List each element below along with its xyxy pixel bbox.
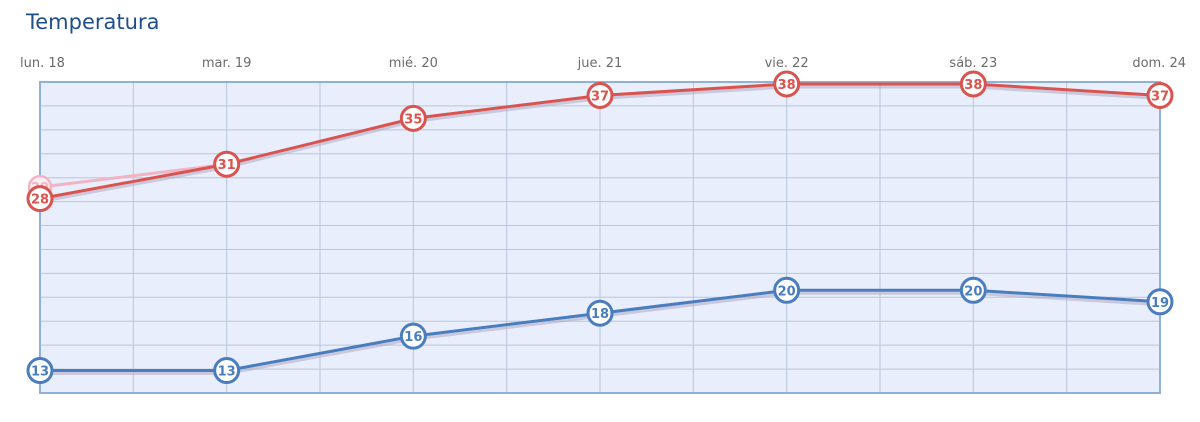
- data-label-min: 16: [404, 330, 422, 345]
- x-tick-label: dom. 24: [1132, 56, 1186, 71]
- data-label-max: 31: [218, 158, 236, 173]
- series-group: 292831353738383713131618202019: [26, 70, 1174, 385]
- data-label-max: 38: [964, 78, 982, 93]
- data-point-max: [1146, 81, 1174, 109]
- data-point-max: [959, 70, 987, 98]
- data-label-max: 35: [404, 112, 422, 127]
- data-label-min: 13: [218, 365, 236, 380]
- data-point-min: [959, 276, 987, 304]
- data-point-max: [773, 70, 801, 98]
- x-tick-label: mié. 20: [389, 56, 438, 71]
- grid-lines: [40, 82, 1160, 393]
- data-point-min: [399, 322, 427, 350]
- data-point-min: [586, 299, 614, 327]
- data-label-min: 20: [778, 284, 796, 299]
- data-label-min: 19: [1151, 296, 1169, 311]
- ghost-series-line: [39, 162, 227, 189]
- data-point-max: [586, 81, 614, 109]
- x-tick-label: sáb. 23: [949, 56, 997, 71]
- x-tick-label: vie. 22: [765, 56, 809, 71]
- data-point-min: [773, 276, 801, 304]
- x-tick-label: jue. 21: [577, 56, 623, 71]
- data-label-min: 13: [31, 365, 49, 380]
- data-label-max: 28: [31, 193, 49, 208]
- data-label-min: 18: [591, 307, 609, 322]
- x-tick-label: mar. 19: [202, 56, 252, 71]
- x-axis-labels: lun. 18 mar. 19 mié. 20 jue. 21 vie. 22 sáb. …: [20, 56, 1186, 71]
- data-point-max: [26, 185, 54, 213]
- data-point-max: [399, 104, 427, 132]
- chart-title: Temperatura: [26, 10, 160, 34]
- data-point-max: [213, 150, 241, 178]
- x-tick-label: lun. 18: [20, 56, 65, 71]
- data-label-max: 37: [591, 89, 609, 104]
- data-point-min: [213, 357, 241, 385]
- data-point-min: [26, 357, 54, 385]
- data-point-min: [1146, 288, 1174, 316]
- data-label-max: 38: [778, 78, 796, 93]
- data-label-max: 37: [1151, 89, 1169, 104]
- data-label-min: 20: [964, 284, 982, 299]
